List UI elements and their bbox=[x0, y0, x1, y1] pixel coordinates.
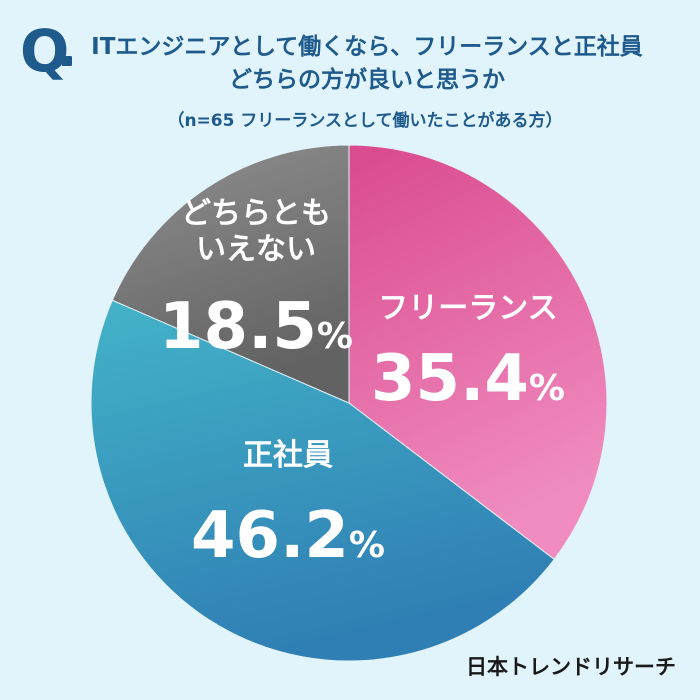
pie-slices bbox=[90, 144, 608, 662]
slice-label-undecided: どちらとも bbox=[181, 196, 331, 231]
brand-logo-text: 日本トレンドリサーチ bbox=[466, 655, 676, 679]
chart-header: Q ITエンジニアとして働くなら、フリーランスと正社員 どちらの方が良いと思うか… bbox=[0, 0, 700, 131]
chart-title-line-2: どちらの方が良いと思うか bbox=[229, 67, 505, 93]
slice-value-freelance: 35.4% bbox=[371, 342, 565, 416]
slice-label-freelance: フリーランス bbox=[378, 291, 557, 326]
pie-slice-undecided bbox=[111, 144, 350, 404]
pie-slice-regular-employee bbox=[90, 299, 555, 662]
slice-label-regular-employee: 正社員 bbox=[243, 438, 333, 473]
pie-slice-freelance bbox=[348, 144, 608, 561]
chart-title-line-1: ITエンジニアとして働くなら、フリーランスと正社員 bbox=[91, 34, 643, 60]
slice-label-undecided: いえない bbox=[196, 232, 316, 267]
question-dot bbox=[62, 56, 72, 66]
slice-value-regular-employee: 46.2% bbox=[191, 499, 385, 573]
slice-value-undecided: 18.5% bbox=[159, 290, 353, 364]
question-mark-label: Q bbox=[20, 17, 70, 85]
chart-subtitle: （n=65 フリーランスとして働いたことがある方） bbox=[167, 111, 563, 131]
